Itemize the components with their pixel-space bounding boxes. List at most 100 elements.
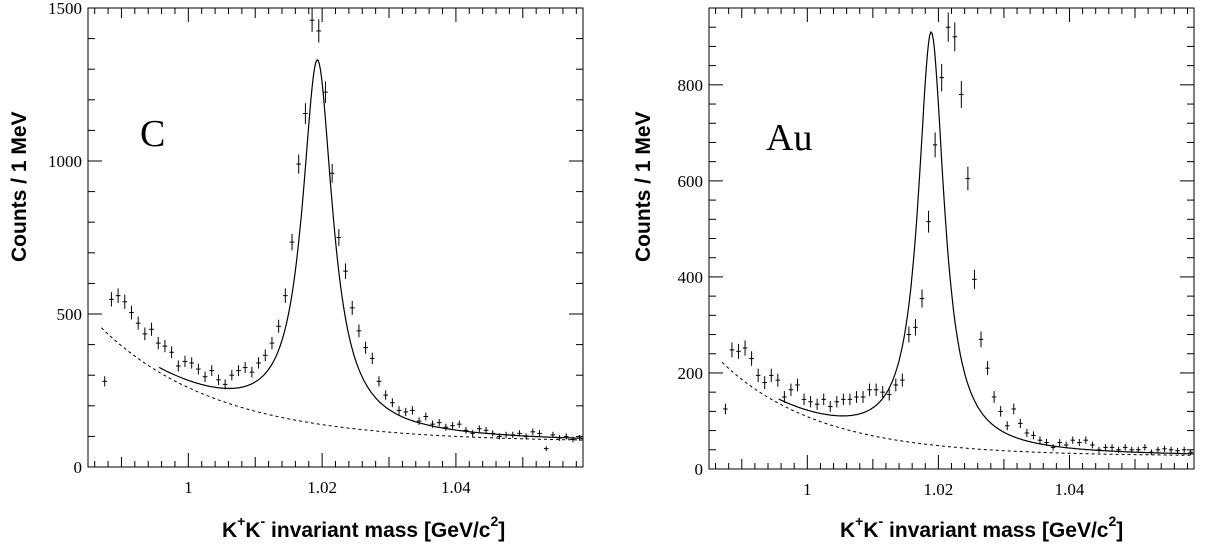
y-tick-label: 600	[678, 172, 704, 191]
data-point	[563, 433, 569, 440]
data-point	[749, 351, 754, 366]
data-point	[847, 393, 853, 406]
data-point	[523, 433, 529, 440]
data-point	[795, 378, 800, 392]
data-point	[336, 229, 342, 246]
data-point	[952, 22, 958, 52]
y-tick-label: 1000	[48, 152, 82, 171]
data-point	[149, 322, 154, 336]
data-point	[510, 431, 516, 439]
data-point	[416, 417, 422, 425]
data-point	[959, 81, 964, 108]
data-point	[256, 357, 261, 369]
data-point	[135, 316, 141, 330]
data-point	[965, 166, 971, 191]
data-point	[1070, 436, 1076, 444]
data-point	[867, 383, 872, 396]
data-point	[450, 422, 455, 430]
data-point	[202, 371, 208, 382]
data-point	[880, 386, 885, 399]
chart-plot-carbon: 0 500 1000 1500 1 1.02 1.04	[48, 0, 584, 497]
data-point	[282, 288, 288, 303]
data-point	[945, 12, 951, 42]
data-point	[129, 305, 134, 320]
data-point	[854, 391, 859, 403]
data-point	[209, 365, 215, 377]
fit-curve	[158, 59, 583, 439]
data-point	[1103, 444, 1108, 451]
data-point	[470, 430, 475, 437]
data-point	[490, 430, 496, 437]
data-point	[932, 132, 938, 158]
data-point	[182, 355, 188, 368]
y-axis-label-gold: Counts / 1 MeV	[632, 111, 655, 262]
data-point	[808, 396, 813, 408]
x-tick-label: 1.02	[307, 478, 337, 497]
data-point	[1083, 436, 1089, 444]
data-point	[860, 391, 866, 403]
data-point	[390, 398, 395, 408]
x-tick-label: 1.04	[1055, 480, 1085, 499]
data-point	[1063, 441, 1069, 449]
data-point	[497, 433, 502, 440]
data-point	[376, 376, 382, 387]
data-point	[456, 420, 462, 428]
data-point	[236, 365, 241, 377]
data-point	[1024, 428, 1030, 438]
background-curve	[101, 327, 583, 441]
data-point	[216, 374, 221, 385]
data-point	[543, 446, 549, 452]
data-point	[972, 269, 977, 289]
data-point	[1031, 431, 1036, 440]
data-point	[242, 362, 248, 374]
data-point	[483, 426, 489, 434]
data-point	[430, 420, 435, 428]
data-point	[309, 8, 315, 32]
data-point	[403, 407, 409, 417]
data-point	[369, 352, 375, 365]
x-tick-label: 1.02	[924, 480, 954, 499]
data-point	[873, 383, 879, 396]
data-point	[349, 300, 355, 315]
data-point	[1090, 441, 1095, 449]
data-point	[886, 388, 892, 401]
data-point	[762, 376, 767, 390]
data-point	[343, 263, 348, 279]
data-point	[1050, 444, 1056, 451]
y-tick-label: 500	[57, 305, 83, 324]
data-point	[1018, 418, 1023, 429]
data-point	[329, 163, 335, 183]
data-point	[1122, 444, 1128, 451]
data-point	[841, 393, 846, 406]
data-point	[262, 349, 268, 362]
data-point	[1096, 446, 1102, 453]
data-point	[768, 368, 774, 383]
data-point	[985, 361, 990, 376]
data-point	[913, 319, 918, 336]
data-point	[115, 288, 121, 303]
target-label-gold: Au	[766, 117, 813, 159]
data-point	[396, 406, 402, 415]
data-point	[162, 340, 168, 353]
data-point	[742, 340, 748, 356]
data-point	[530, 428, 536, 436]
data-point	[1004, 421, 1010, 431]
chart-panel-carbon: 0 500 1000 1500 1 1.02 1.04 C Counts / 1 MeV K…	[0, 0, 600, 551]
x-axis-label-gold: K+K- invariant mass [GeV/c2]	[840, 513, 1124, 542]
data-point	[926, 210, 931, 233]
data-point	[155, 336, 161, 350]
data-point	[222, 379, 228, 390]
y-tick-label: 1500	[48, 0, 82, 18]
data-point	[1175, 447, 1180, 454]
data-point	[363, 341, 368, 354]
y-tick-label: 0	[695, 460, 704, 479]
data-point	[1168, 446, 1174, 453]
data-point	[1077, 439, 1082, 447]
data-point	[1011, 403, 1017, 415]
data-point	[577, 434, 582, 441]
chart-panel-gold: 0 200 400 600 800 1 1.02 1.04 Au Counts / 1 MeV…	[618, 0, 1212, 551]
data-point	[570, 436, 576, 443]
data-point	[1188, 449, 1193, 456]
data-point	[919, 289, 925, 308]
data-point	[1044, 439, 1049, 447]
